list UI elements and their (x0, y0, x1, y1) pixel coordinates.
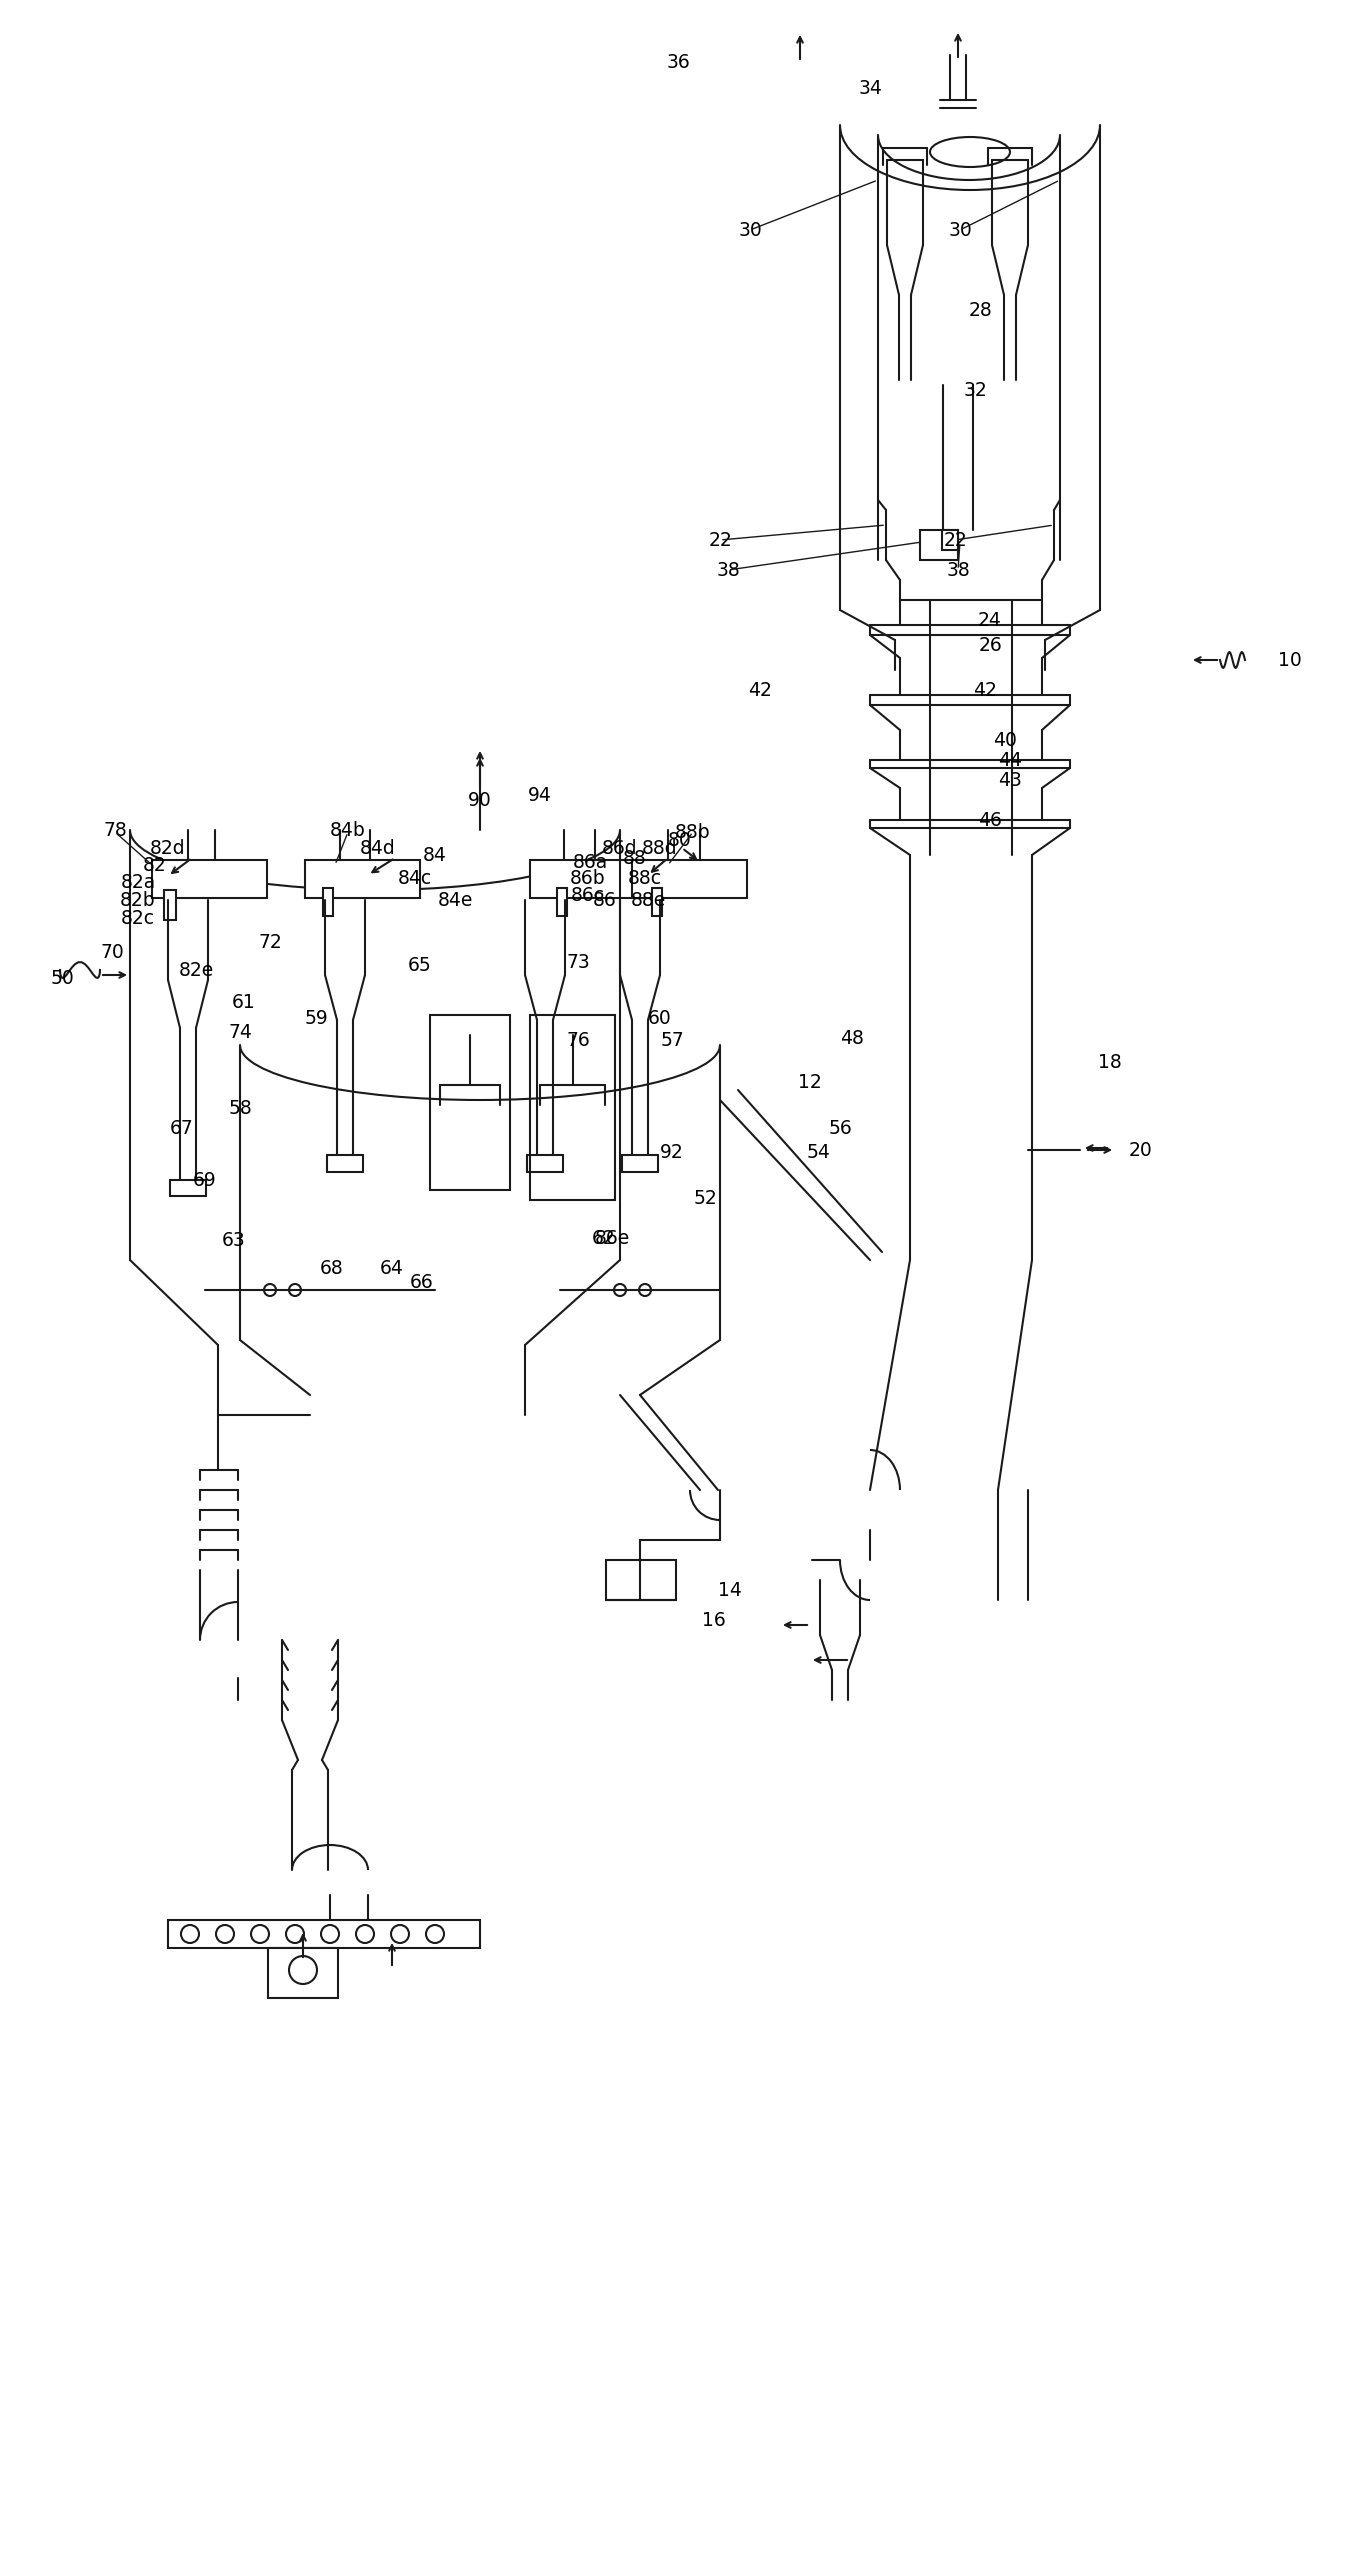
Text: 65: 65 (408, 955, 431, 975)
Text: 86e: 86e (594, 1229, 629, 1247)
Text: 88: 88 (624, 847, 647, 868)
Text: 16: 16 (702, 1610, 725, 1631)
Text: 10: 10 (1279, 650, 1302, 671)
Text: 30: 30 (948, 220, 972, 241)
Text: 63: 63 (222, 1231, 245, 1249)
Text: 60: 60 (648, 1009, 671, 1027)
Circle shape (216, 1925, 235, 1943)
Text: 88b: 88b (675, 822, 711, 842)
Text: 59: 59 (304, 1009, 328, 1027)
Text: 30: 30 (738, 220, 762, 241)
Text: 73: 73 (565, 952, 590, 970)
Text: 82c: 82c (121, 909, 155, 927)
Text: 12: 12 (799, 1073, 822, 1091)
Text: 74: 74 (228, 1021, 252, 1042)
Text: 44: 44 (998, 750, 1022, 771)
Text: 88d: 88d (643, 840, 678, 858)
Bar (305, 860, 420, 899)
Bar (942, 530, 957, 550)
Bar (152, 860, 267, 899)
Text: 82d: 82d (151, 840, 186, 858)
Text: 69: 69 (193, 1170, 217, 1190)
Bar (632, 860, 747, 899)
Text: 88c: 88c (628, 868, 662, 888)
Text: 82e: 82e (179, 960, 214, 980)
Text: 80: 80 (669, 829, 692, 850)
Text: 28: 28 (968, 300, 991, 320)
Text: 84b: 84b (330, 822, 366, 840)
Text: 68: 68 (320, 1260, 344, 1277)
Text: 52: 52 (693, 1188, 717, 1208)
Text: 43: 43 (998, 771, 1022, 788)
Text: 22: 22 (944, 530, 967, 550)
Text: 54: 54 (805, 1142, 830, 1162)
Text: 34: 34 (858, 79, 881, 97)
Text: 50: 50 (50, 968, 73, 988)
Text: 38: 38 (716, 561, 740, 579)
Bar (652, 888, 662, 916)
Text: 62: 62 (593, 1229, 616, 1247)
Text: 76: 76 (565, 1032, 590, 1050)
Circle shape (357, 1925, 374, 1943)
Text: 61: 61 (232, 993, 256, 1011)
Text: 66: 66 (410, 1272, 434, 1290)
Bar (168, 1920, 480, 1948)
Text: 72: 72 (258, 932, 282, 952)
Text: 20: 20 (1128, 1142, 1151, 1160)
Text: 84: 84 (423, 845, 447, 865)
Text: 86b: 86b (570, 868, 606, 888)
Text: 86: 86 (593, 891, 617, 909)
Text: 78: 78 (103, 822, 127, 840)
Text: 58: 58 (228, 1098, 252, 1119)
Text: 84e: 84e (438, 891, 473, 909)
Circle shape (289, 1956, 317, 1984)
Text: 32: 32 (963, 381, 987, 399)
Text: 92: 92 (660, 1142, 683, 1162)
Text: 67: 67 (170, 1119, 194, 1137)
Text: 86c: 86c (571, 886, 605, 904)
Bar (530, 1014, 616, 1201)
Text: 56: 56 (829, 1119, 852, 1137)
Text: 82a: 82a (121, 873, 156, 891)
Circle shape (251, 1925, 268, 1943)
Circle shape (286, 1925, 304, 1943)
Bar (557, 888, 567, 916)
Text: 36: 36 (666, 54, 690, 72)
Text: 22: 22 (708, 530, 732, 550)
Text: 84d: 84d (361, 840, 396, 858)
Text: 42: 42 (974, 681, 997, 699)
Text: 48: 48 (841, 1029, 864, 1047)
Bar (430, 1014, 510, 1190)
Text: 82b: 82b (121, 891, 156, 909)
Text: 84c: 84c (397, 868, 433, 888)
Text: 18: 18 (1098, 1052, 1121, 1073)
Text: 88e: 88e (631, 891, 666, 909)
Bar (606, 1559, 677, 1600)
Text: 42: 42 (749, 681, 772, 699)
Circle shape (426, 1925, 443, 1943)
Text: 38: 38 (946, 561, 970, 579)
Text: 46: 46 (978, 812, 1002, 829)
Bar (323, 888, 334, 916)
Text: 57: 57 (660, 1032, 683, 1050)
Text: 14: 14 (719, 1580, 742, 1600)
Bar (530, 860, 645, 899)
Text: 82: 82 (144, 855, 167, 876)
Text: 26: 26 (978, 635, 1002, 655)
Bar (164, 891, 176, 919)
Text: 64: 64 (380, 1260, 404, 1277)
Bar (919, 530, 957, 561)
Text: 40: 40 (993, 730, 1017, 750)
Circle shape (321, 1925, 339, 1943)
Text: 90: 90 (468, 791, 492, 809)
Circle shape (391, 1925, 410, 1943)
Bar (268, 1948, 338, 1997)
Circle shape (180, 1925, 199, 1943)
Text: 86a: 86a (572, 852, 607, 870)
Text: 86d: 86d (602, 840, 637, 858)
Text: 24: 24 (978, 609, 1002, 630)
Text: 70: 70 (100, 942, 123, 963)
Text: 94: 94 (527, 786, 552, 804)
